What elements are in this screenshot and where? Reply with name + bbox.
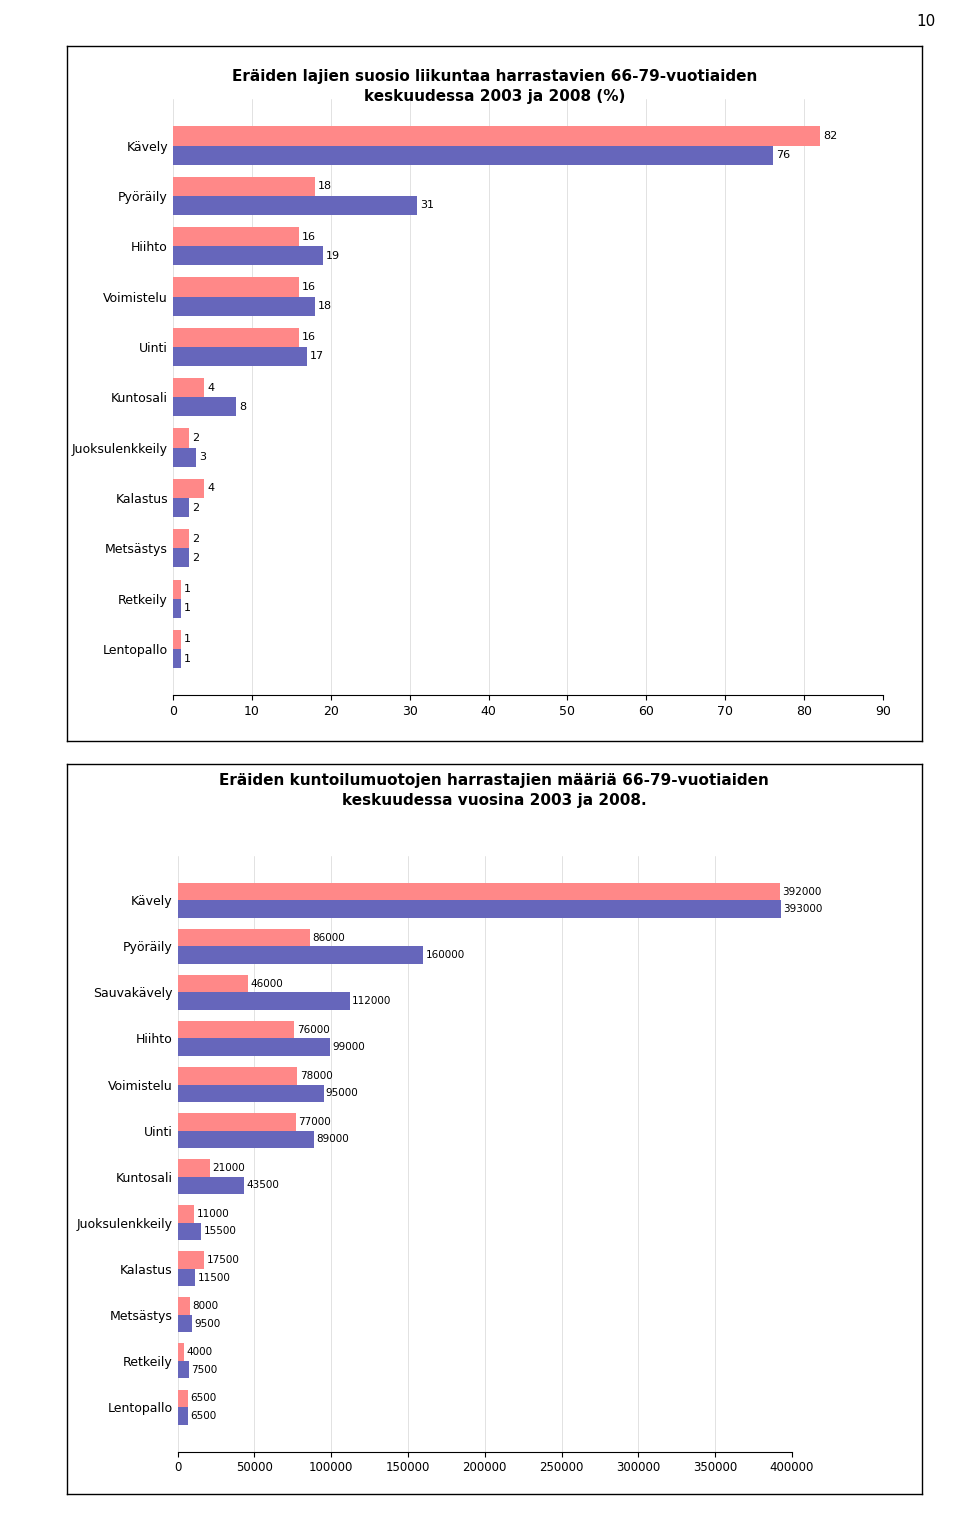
Bar xyxy=(178,1343,183,1361)
Text: 4: 4 xyxy=(207,382,215,393)
Text: 1: 1 xyxy=(184,634,191,645)
Bar xyxy=(173,549,188,567)
Text: 15500: 15500 xyxy=(204,1227,236,1236)
Text: 16: 16 xyxy=(302,232,316,241)
Text: 2: 2 xyxy=(192,553,199,562)
Text: 160000: 160000 xyxy=(425,950,465,960)
Bar xyxy=(178,1112,296,1131)
Text: 21000: 21000 xyxy=(212,1163,245,1174)
Text: 19: 19 xyxy=(326,251,340,261)
Text: 16: 16 xyxy=(302,283,316,292)
Text: 76: 76 xyxy=(776,150,790,160)
Text: 78000: 78000 xyxy=(300,1071,332,1080)
Bar xyxy=(173,397,236,417)
Bar xyxy=(178,975,249,992)
Bar xyxy=(173,329,300,347)
Text: 86000: 86000 xyxy=(312,932,345,943)
Text: 3: 3 xyxy=(200,452,206,461)
Text: Eräiden kuntoilumuotojen harrastajien määriä 66-79-vuotiaiden
keskuudessa vuosin: Eräiden kuntoilumuotojen harrastajien mä… xyxy=(220,773,769,808)
Bar xyxy=(173,347,307,367)
Bar xyxy=(173,145,773,165)
Text: 18: 18 xyxy=(318,301,332,312)
Bar xyxy=(178,1361,189,1378)
Bar xyxy=(178,1085,324,1102)
Bar xyxy=(178,1160,210,1177)
Text: 2: 2 xyxy=(192,533,199,544)
Bar xyxy=(173,448,197,466)
Bar xyxy=(173,478,204,498)
Bar xyxy=(173,127,820,145)
Text: 11000: 11000 xyxy=(197,1209,229,1219)
Text: 95000: 95000 xyxy=(325,1088,359,1099)
Bar xyxy=(178,992,349,1010)
Text: 11500: 11500 xyxy=(198,1273,230,1282)
Text: 18: 18 xyxy=(318,182,332,191)
Text: 9500: 9500 xyxy=(195,1319,221,1329)
Text: 16: 16 xyxy=(302,333,316,342)
Text: 6500: 6500 xyxy=(190,1410,216,1421)
Bar xyxy=(173,428,188,448)
Bar xyxy=(173,296,315,316)
Bar xyxy=(173,246,323,266)
Text: 4000: 4000 xyxy=(186,1348,212,1357)
Bar xyxy=(178,1206,195,1222)
Text: 8: 8 xyxy=(239,402,246,413)
Text: 2: 2 xyxy=(192,432,199,443)
Bar xyxy=(178,1067,298,1085)
Text: 4: 4 xyxy=(207,483,215,494)
Text: 1: 1 xyxy=(184,654,191,663)
Text: 112000: 112000 xyxy=(352,996,392,1005)
Bar xyxy=(173,579,180,599)
Bar xyxy=(173,498,188,516)
Bar xyxy=(178,1177,245,1195)
Text: 10: 10 xyxy=(917,14,936,29)
Bar xyxy=(173,177,315,196)
Bar xyxy=(178,1131,314,1148)
Bar xyxy=(178,1021,295,1039)
Text: 392000: 392000 xyxy=(782,886,822,897)
Text: 1: 1 xyxy=(184,604,191,613)
Text: 6500: 6500 xyxy=(190,1394,216,1403)
Bar xyxy=(178,1268,195,1287)
Text: 77000: 77000 xyxy=(299,1117,331,1126)
Text: 393000: 393000 xyxy=(783,905,823,914)
Bar xyxy=(178,1389,187,1407)
Text: 2: 2 xyxy=(192,503,199,512)
Text: 46000: 46000 xyxy=(251,978,283,989)
Bar xyxy=(178,1297,190,1316)
Text: 82: 82 xyxy=(824,131,837,141)
Bar xyxy=(173,630,180,649)
Text: 17500: 17500 xyxy=(206,1254,240,1265)
Bar xyxy=(178,1222,202,1241)
Text: 8000: 8000 xyxy=(192,1302,218,1311)
Text: Eräiden lajien suosio liikuntaa harrastavien 66-79-vuotiaiden
keskuudessa 2003 j: Eräiden lajien suosio liikuntaa harrasta… xyxy=(231,69,757,104)
Text: 89000: 89000 xyxy=(317,1134,349,1144)
Bar xyxy=(178,929,310,946)
Bar xyxy=(173,599,180,617)
Text: 43500: 43500 xyxy=(247,1181,279,1190)
Bar xyxy=(178,1251,204,1268)
Bar xyxy=(173,196,418,215)
Text: 1: 1 xyxy=(184,584,191,594)
Bar xyxy=(178,1039,329,1056)
Text: 31: 31 xyxy=(420,200,435,211)
Bar xyxy=(173,649,180,668)
Text: 99000: 99000 xyxy=(332,1042,365,1053)
Text: 76000: 76000 xyxy=(297,1025,329,1034)
Bar xyxy=(173,529,188,549)
Text: 17: 17 xyxy=(310,351,324,362)
Bar xyxy=(178,1316,192,1332)
Bar xyxy=(178,1407,187,1424)
Bar xyxy=(178,900,781,918)
Text: 7500: 7500 xyxy=(191,1365,218,1375)
Bar xyxy=(173,278,300,296)
Bar xyxy=(173,377,204,397)
Bar xyxy=(178,946,423,964)
Bar xyxy=(178,883,780,900)
Bar xyxy=(173,228,300,246)
